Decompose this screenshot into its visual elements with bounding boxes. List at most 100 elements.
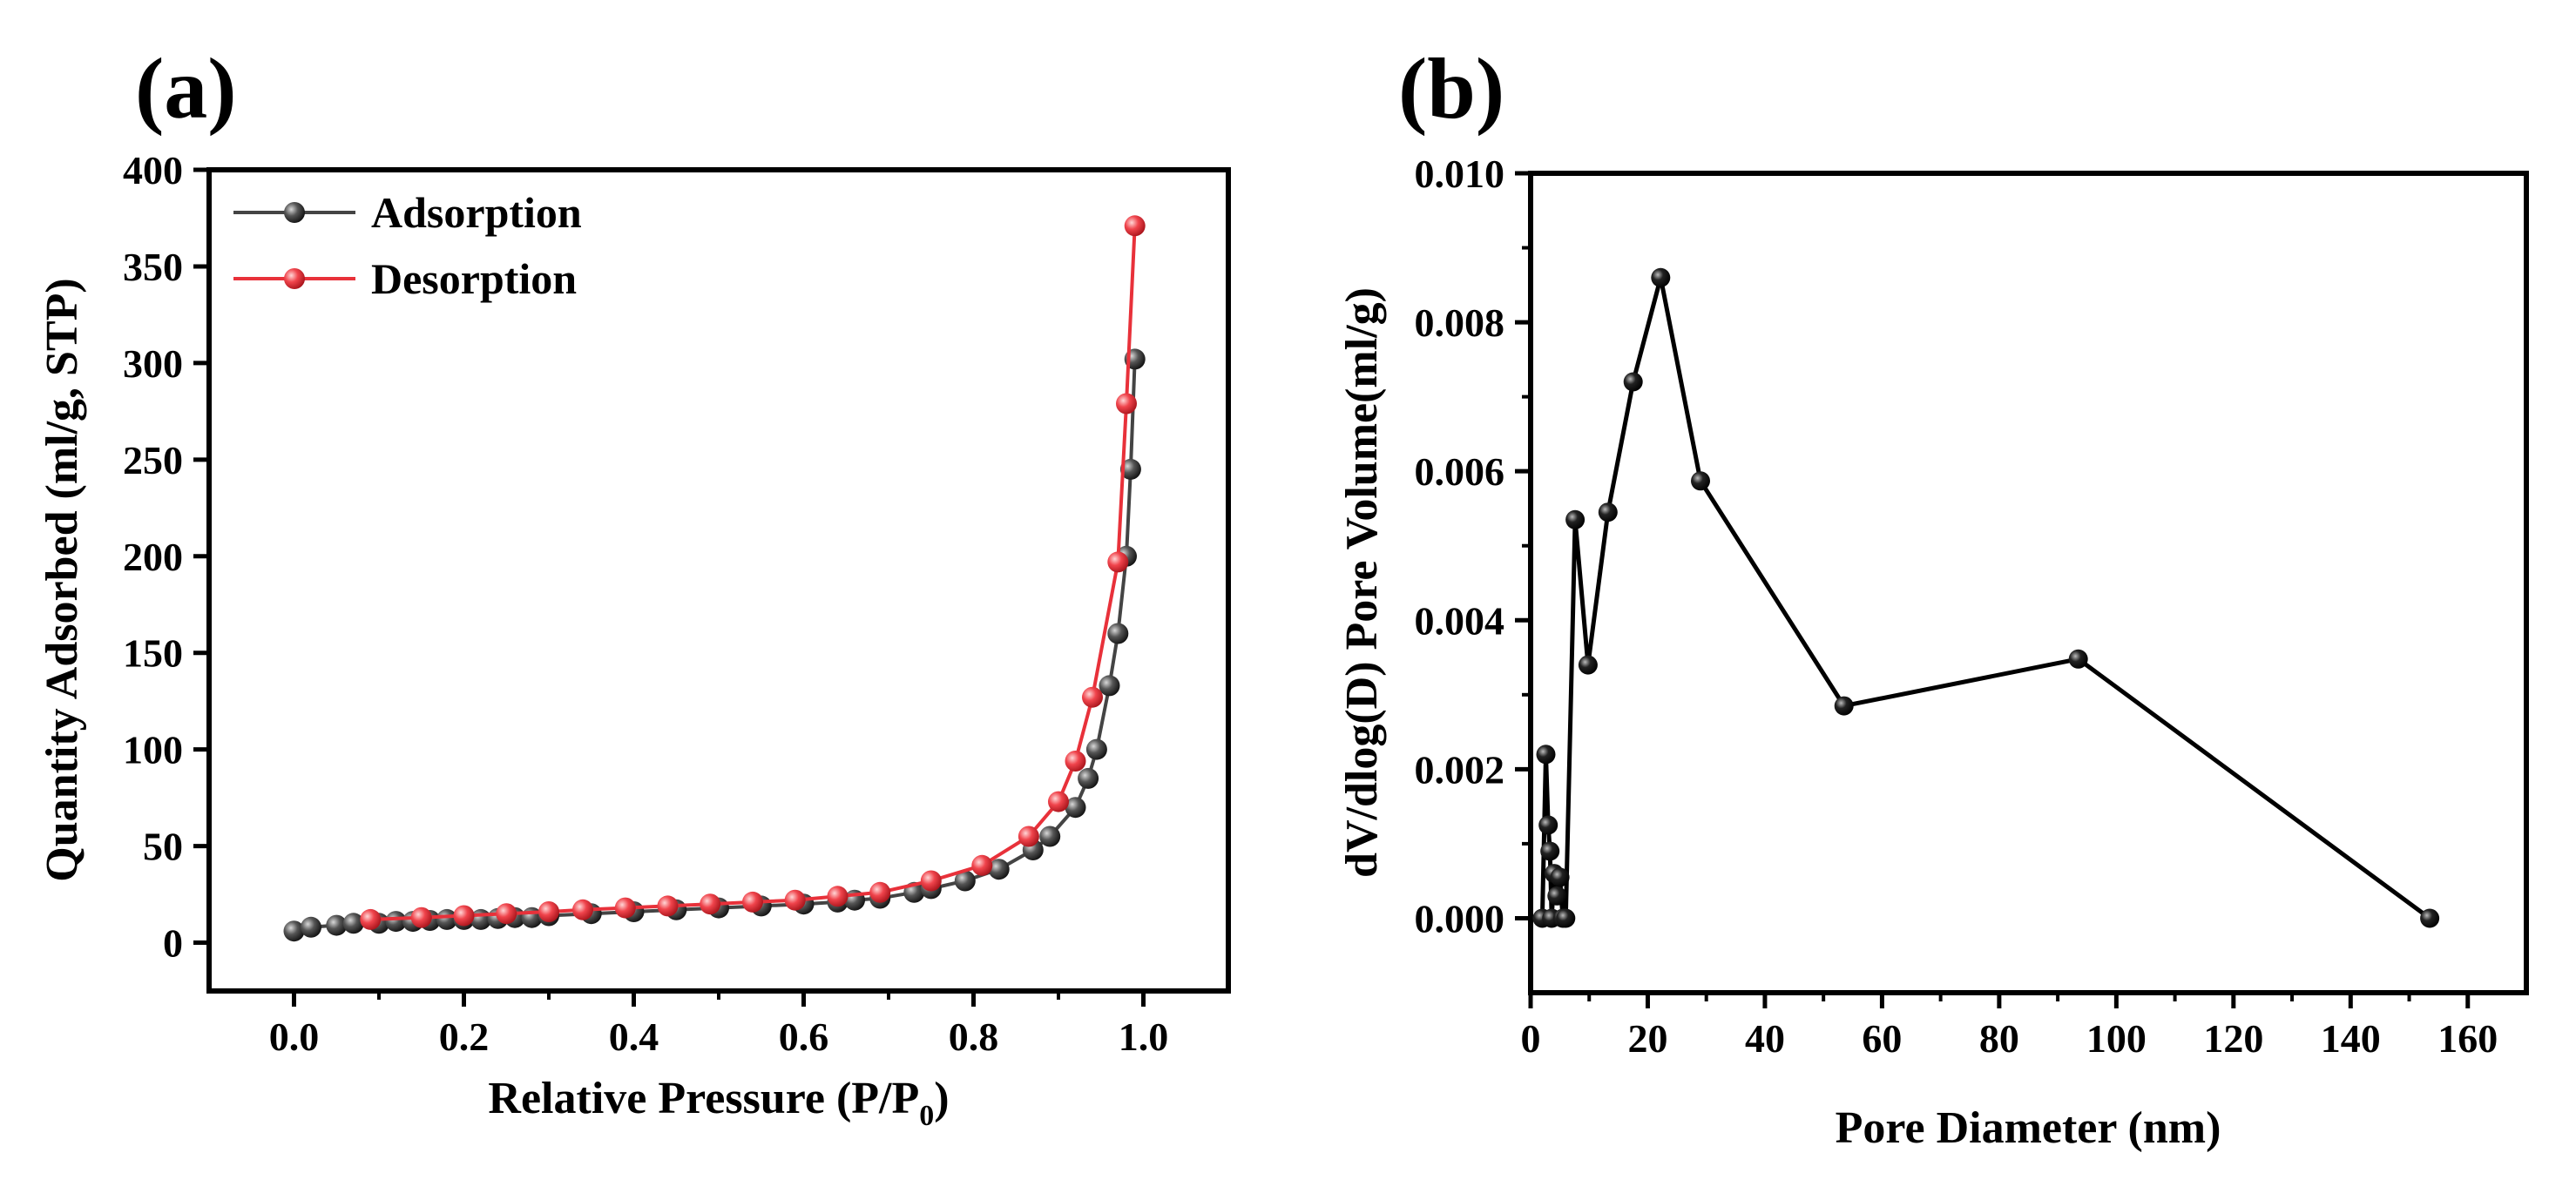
panel-a-series-1-point bbox=[869, 881, 891, 903]
panel-b-y-tick-label: 0.004 bbox=[1415, 598, 1505, 643]
panel-b-series-0-point bbox=[1691, 471, 1710, 491]
legend-adsorption-label: Adsorption bbox=[371, 188, 582, 237]
panel-b-label: (b) bbox=[1398, 40, 1504, 137]
panel-b-y-axis-title: dV/dlog(D) Pore Volume(ml/g) bbox=[1337, 287, 1387, 878]
panel-a-y-tick-label: 350 bbox=[123, 245, 183, 289]
panel-a-x-tick-label: 0.8 bbox=[949, 1014, 999, 1059]
panel-a-series-1-point bbox=[1048, 791, 1069, 812]
panel-a-series-0-point bbox=[1078, 767, 1099, 789]
panel-b-series-0-point bbox=[2068, 649, 2088, 669]
panel-b-y-tick-label: 0.008 bbox=[1415, 300, 1505, 345]
panel-a-series-1-point bbox=[1107, 551, 1129, 573]
panel-b-x-tick-label: 80 bbox=[1979, 1016, 2019, 1061]
panel-a-series-1-point bbox=[920, 870, 942, 892]
panel-b-series-0-point bbox=[1598, 502, 1618, 522]
panel-b-frame bbox=[1528, 171, 2529, 995]
panel-a-y-tick-label: 200 bbox=[123, 535, 183, 579]
panel-a-y-tick-label: 300 bbox=[123, 341, 183, 386]
panel-a-frame bbox=[206, 167, 1231, 994]
panel-a-x-tick-label: 0.0 bbox=[269, 1014, 320, 1059]
panel-b-series-0-point bbox=[1550, 867, 1570, 887]
panel-b-x-tick-label: 40 bbox=[1745, 1016, 1785, 1061]
panel-a-series-1-point bbox=[742, 891, 763, 913]
panel-b-series-0-point bbox=[1623, 372, 1643, 392]
panel-a-series-1-point bbox=[614, 897, 636, 919]
panel-a-legend: Adsorption Desorption bbox=[233, 188, 582, 303]
panel-b-series-0-line bbox=[1539, 275, 2431, 920]
panel-a-series-1-point bbox=[1018, 826, 1039, 847]
panel-b-x-tick-label: 60 bbox=[1862, 1016, 1902, 1061]
panel-b-series-0-point bbox=[1651, 267, 1671, 287]
panel-a-series-0-point bbox=[1119, 458, 1141, 480]
panel-a-series-1-point bbox=[1116, 393, 1137, 415]
panel-a-series-0-point bbox=[385, 911, 407, 933]
panel-b-series-0-point bbox=[2420, 908, 2440, 928]
panel-a-y-tick-label: 100 bbox=[123, 728, 183, 772]
panel-a-series-1-point bbox=[784, 889, 806, 911]
panel-a-series-1-line bbox=[370, 226, 1137, 921]
panel-b-x-tick-label: 120 bbox=[2203, 1016, 2263, 1061]
panel-b-y-tick-label: 0.006 bbox=[1415, 449, 1505, 494]
panel-a-y-axis-title: Quantity Adsorbed (ml/g, STP) bbox=[37, 278, 87, 881]
panel-a-y-tick-label: 50 bbox=[143, 825, 183, 869]
panel-a-series-0-point bbox=[1107, 623, 1129, 644]
panel-a-series-0-point bbox=[1039, 826, 1061, 847]
panel-a-series-1-point bbox=[1065, 751, 1086, 772]
panel-b-series-0-point bbox=[1536, 745, 1556, 765]
legend-desorption-label: Desorption bbox=[371, 254, 577, 303]
panel-b-series-0-point bbox=[1578, 655, 1598, 675]
panel-b-y-tick-label: 0.002 bbox=[1415, 747, 1505, 792]
panel-a-series-0-point bbox=[436, 908, 457, 930]
panel-b-series-0-point bbox=[1565, 509, 1585, 529]
panel-a-series-1-point bbox=[657, 895, 679, 917]
panel-b-y-tick-label: 0.010 bbox=[1415, 152, 1505, 196]
panel-a-y-tick-label: 400 bbox=[123, 148, 183, 192]
panel-a-x-tick-label: 0.6 bbox=[779, 1014, 829, 1059]
panel-b-y-tick-label: 0.000 bbox=[1415, 896, 1505, 940]
panel-a-series-1-point bbox=[360, 908, 382, 930]
panel-b-series-0-point bbox=[1538, 815, 1558, 835]
panel-a-series-1-point bbox=[700, 893, 721, 915]
panel-b-series-0-point bbox=[1556, 908, 1576, 928]
panel-b-series-0-point bbox=[1540, 841, 1560, 861]
panel-a-series-1-point bbox=[410, 907, 432, 928]
panel-a-series-1-point bbox=[572, 899, 593, 920]
panel-a-x-tick-label: 0.4 bbox=[609, 1014, 659, 1059]
panel-a-series-0-point bbox=[1099, 675, 1120, 697]
panel-a-series-1-point bbox=[1082, 686, 1103, 708]
legend-adsorption-marker bbox=[284, 202, 305, 223]
panel-a-label: (a) bbox=[135, 40, 237, 137]
panel-a-series-0-point bbox=[342, 913, 364, 934]
panel-a-x-tick-label: 0.2 bbox=[439, 1014, 490, 1059]
panel-a-series-0-point bbox=[1085, 738, 1107, 760]
panel-a-series-0-point bbox=[326, 914, 348, 936]
panel-a-series-1-point bbox=[538, 901, 559, 922]
panel-b-x-tick-label: 20 bbox=[1627, 1016, 1667, 1061]
panel-a-series-1-point bbox=[827, 886, 849, 907]
panel-b-x-tick-label: 100 bbox=[2086, 1016, 2147, 1061]
panel-a-y-tick-label: 0 bbox=[163, 921, 183, 966]
panel-a-series-0-point bbox=[1065, 797, 1086, 819]
panel-a-adsorption-isotherm: (a) 0.0 0.2 0.4 0.6 0.8 1.0 0 50 100 150 200 250 300… bbox=[37, 40, 1231, 1132]
panel-a-series-1-point bbox=[971, 854, 993, 876]
panel-a-series-0-point bbox=[283, 920, 305, 942]
panel-a-series-0-point bbox=[954, 870, 976, 892]
panel-b-x-tick-label: 140 bbox=[2321, 1016, 2381, 1061]
panel-b-x-tick-label: 0 bbox=[1521, 1016, 1541, 1061]
panel-a-y-tick-label: 250 bbox=[123, 438, 183, 482]
panel-b-x-tick-label: 160 bbox=[2437, 1016, 2498, 1061]
panel-a-y-tick-label: 150 bbox=[123, 631, 183, 676]
panel-a-series-1-point bbox=[453, 905, 475, 927]
panel-a-series-1-point bbox=[1124, 215, 1146, 237]
panel-a-series-0-line bbox=[294, 359, 1137, 934]
panel-a-x-tick-label: 1.0 bbox=[1119, 1014, 1169, 1059]
panel-b-series-0-point bbox=[1834, 696, 1854, 716]
panel-a-series-0-point bbox=[301, 916, 321, 938]
panel-b-pore-size-distribution: (b) 0 20 40 60 80 100 120 140 160 0.000 0.002 0.004… bbox=[1337, 40, 2529, 1153]
panel-b-series-0-point bbox=[1547, 886, 1567, 906]
panel-a-series-1-point bbox=[496, 903, 517, 925]
panel-a-x-axis-title: Relative Pressure (P/P0) bbox=[488, 1074, 949, 1132]
panel-a-series-0-point bbox=[988, 859, 1010, 880]
legend-desorption-marker bbox=[284, 268, 305, 289]
